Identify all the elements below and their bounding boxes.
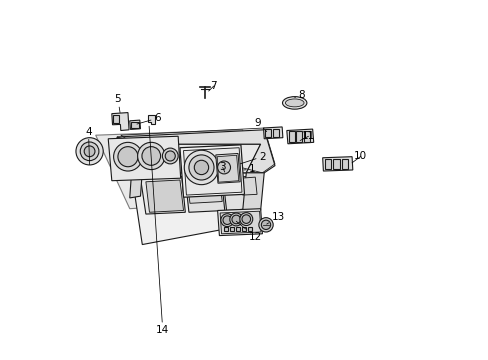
Polygon shape [131,173,257,244]
Polygon shape [147,116,155,125]
Text: 12: 12 [236,221,261,242]
Polygon shape [190,171,241,182]
Polygon shape [140,176,185,214]
Circle shape [113,142,142,171]
Circle shape [231,215,240,224]
Text: 10: 10 [351,151,366,163]
Polygon shape [129,171,142,198]
Circle shape [188,155,214,180]
Text: 13: 13 [266,212,284,224]
Bar [324,159,330,169]
Circle shape [76,138,103,165]
Circle shape [194,160,208,175]
Text: 8: 8 [294,90,305,100]
Bar [296,131,302,141]
Text: 6: 6 [137,113,160,124]
Text: 7: 7 [208,81,217,91]
Ellipse shape [83,148,88,154]
Circle shape [165,151,175,161]
Bar [229,227,234,231]
Circle shape [191,185,199,193]
Polygon shape [263,127,282,139]
Circle shape [239,213,252,226]
Bar [235,227,240,231]
Bar [131,122,139,128]
Polygon shape [117,137,139,173]
Polygon shape [145,180,183,212]
Circle shape [137,142,164,170]
Bar [341,159,348,169]
Bar [113,116,119,123]
Circle shape [258,218,273,232]
Polygon shape [187,180,222,203]
Circle shape [118,147,138,167]
Polygon shape [183,148,242,195]
Circle shape [199,184,207,192]
Polygon shape [217,155,238,182]
Circle shape [242,215,250,224]
Ellipse shape [282,96,306,109]
Polygon shape [117,130,274,173]
Circle shape [184,150,218,185]
Circle shape [208,184,216,192]
Bar [247,227,252,231]
Bar [223,227,227,231]
Bar [304,131,309,141]
Text: 1: 1 [244,164,255,174]
Polygon shape [215,153,240,183]
Bar [273,129,279,137]
Polygon shape [242,173,264,211]
Bar [242,227,246,231]
Bar [288,131,294,141]
Text: 9: 9 [253,118,266,132]
Text: 5: 5 [114,94,121,113]
Bar [333,159,339,169]
Circle shape [221,214,233,226]
Text: 11: 11 [300,131,314,141]
Text: 2: 2 [240,152,265,164]
Polygon shape [131,144,260,173]
Bar [265,129,271,137]
Text: 14: 14 [149,126,169,335]
Polygon shape [241,177,257,195]
Ellipse shape [285,99,304,107]
Circle shape [217,161,230,174]
Circle shape [162,148,178,164]
Polygon shape [129,120,140,130]
Polygon shape [185,176,224,212]
Circle shape [80,142,99,161]
Polygon shape [180,145,244,197]
Circle shape [223,216,231,225]
Polygon shape [108,136,180,181]
Polygon shape [286,129,313,144]
Circle shape [229,213,242,226]
Text: 3: 3 [219,162,225,172]
Polygon shape [217,209,262,235]
Text: 4: 4 [85,127,92,165]
Circle shape [261,220,270,229]
Polygon shape [322,157,352,171]
Polygon shape [220,211,261,234]
Circle shape [84,146,95,157]
Polygon shape [96,130,247,209]
Polygon shape [112,113,129,131]
Polygon shape [223,176,251,211]
Circle shape [142,147,160,165]
